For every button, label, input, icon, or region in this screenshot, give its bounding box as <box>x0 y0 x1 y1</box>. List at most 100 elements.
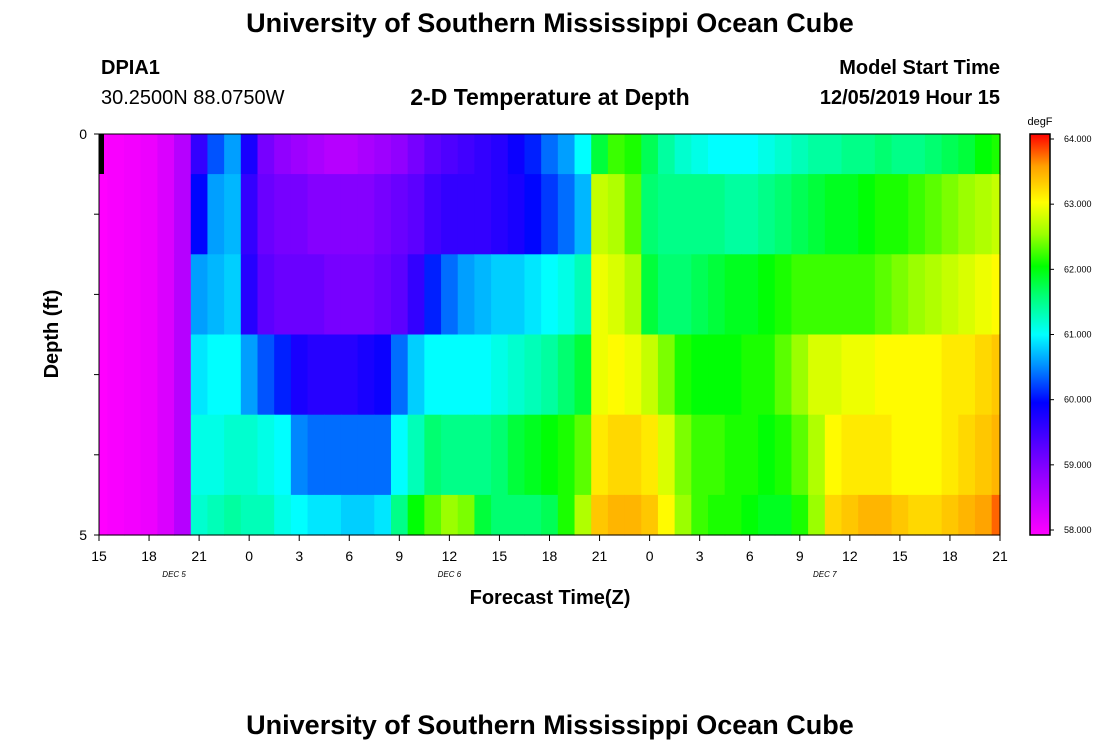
heatmap-cell <box>607 494 626 536</box>
colorbar <box>1029 133 1051 536</box>
heatmap-cell <box>607 174 626 255</box>
heatmap-cell <box>641 414 659 496</box>
heatmap-cell <box>541 174 559 255</box>
heatmap-cell <box>157 494 175 536</box>
heatmap-cell <box>441 254 459 336</box>
heatmap-cell <box>374 174 392 255</box>
heatmap-cell <box>557 414 576 496</box>
heatmap-cell <box>390 494 409 536</box>
heatmap-cell <box>841 334 859 416</box>
heatmap-cell <box>708 134 726 175</box>
heatmap-cell <box>307 414 325 496</box>
heatmap-cell <box>808 414 826 496</box>
heatmap-cell <box>124 134 142 175</box>
model-start-time: 12/05/2019 Hour 15 <box>819 87 1000 109</box>
heatmap-cell <box>374 134 392 175</box>
heatmap-cell <box>390 254 409 336</box>
heatmap-cell <box>357 494 375 536</box>
heatmap-cell <box>691 414 709 496</box>
heatmap-cell <box>441 134 459 175</box>
heatmap-cell <box>624 254 642 336</box>
heatmap-cell <box>374 254 392 336</box>
heatmap-cell <box>224 174 242 255</box>
heatmap-cell <box>174 334 192 416</box>
colorbar-tick-label: 60.000 <box>1064 395 1092 405</box>
heatmap-cell <box>791 494 809 536</box>
heatmap-cell <box>107 134 125 175</box>
heatmap-cell <box>224 254 242 336</box>
heatmap-cell <box>99 414 108 496</box>
heatmap-cell <box>240 134 259 175</box>
heatmap-cell <box>958 334 976 416</box>
heatmap-cell <box>157 254 175 336</box>
heatmap-cell <box>357 254 375 336</box>
heatmap-cell <box>858 254 876 336</box>
station-coordinates: 30.2500N 88.0750W <box>101 87 285 109</box>
heatmap-cell <box>407 494 425 536</box>
footer-title: University of Southern Mississippi Ocean… <box>246 710 854 740</box>
heatmap-cell <box>674 334 692 416</box>
heatmap-cell <box>224 134 242 175</box>
heatmap-cell <box>274 254 292 336</box>
heatmap-cell <box>924 494 943 536</box>
heatmap-cell <box>941 254 959 336</box>
heatmap-cell <box>257 254 275 336</box>
heatmap-cell <box>257 334 275 416</box>
heatmap-cell <box>274 334 292 416</box>
heatmap-cell <box>991 334 1001 416</box>
colorbar-tick-label: 61.000 <box>1064 330 1092 340</box>
heatmap-cell <box>708 494 726 536</box>
heatmap-cell <box>724 134 742 175</box>
colorbar-tick-label: 63.000 <box>1064 199 1092 209</box>
heatmap-cell <box>107 334 125 416</box>
heatmap-cell <box>974 254 993 336</box>
x-tick-label: 15 <box>892 548 908 564</box>
heatmap-cell <box>691 174 709 255</box>
heatmap-cells <box>99 134 1001 536</box>
heatmap-cell <box>641 174 659 255</box>
heatmap-cell <box>758 174 776 255</box>
heatmap-cell <box>991 134 1001 175</box>
heatmap-cell <box>507 254 526 336</box>
x-date-label: DEC 6 <box>438 570 462 579</box>
heatmap-cell <box>574 174 592 255</box>
heatmap-cell <box>190 414 209 496</box>
heatmap-cell <box>641 134 659 175</box>
x-tick-label: 15 <box>91 548 107 564</box>
heatmap-cell <box>724 494 742 536</box>
heatmap-cell <box>457 334 476 416</box>
heatmap-cell <box>290 254 309 336</box>
colorbar-tick-label: 58.000 <box>1064 525 1092 535</box>
heatmap-cell <box>908 254 926 336</box>
heatmap-cell <box>140 174 158 255</box>
heatmap-cell <box>474 414 492 496</box>
heatmap-cell <box>974 414 993 496</box>
heatmap-cell <box>924 414 943 496</box>
heatmap-cell <box>190 494 209 536</box>
heatmap-cell <box>908 174 926 255</box>
heatmap-cell <box>324 254 342 336</box>
heatmap-cell <box>307 494 325 536</box>
heatmap-cell <box>441 414 459 496</box>
x-tick-label: 9 <box>796 548 804 564</box>
heatmap-cell <box>858 134 876 175</box>
heatmap-cell <box>157 334 175 416</box>
heatmap-cell <box>99 334 108 416</box>
heatmap-cell <box>724 334 742 416</box>
heatmap-cell <box>507 414 526 496</box>
heatmap-cell <box>174 414 192 496</box>
heatmap-cell <box>574 334 592 416</box>
x-tick-label: 21 <box>191 548 207 564</box>
colorbar-unit: degF <box>1027 116 1052 128</box>
heatmap-cell <box>724 414 742 496</box>
x-tick-label: 21 <box>592 548 608 564</box>
heatmap-cell <box>257 134 275 175</box>
heatmap-cell <box>624 494 642 536</box>
heatmap-cell <box>641 494 659 536</box>
heatmap-cell <box>157 174 175 255</box>
heatmap-cell <box>941 414 959 496</box>
heatmap-cell <box>274 414 292 496</box>
x-tick-label: 21 <box>992 548 1008 564</box>
heatmap-cell <box>657 134 676 175</box>
